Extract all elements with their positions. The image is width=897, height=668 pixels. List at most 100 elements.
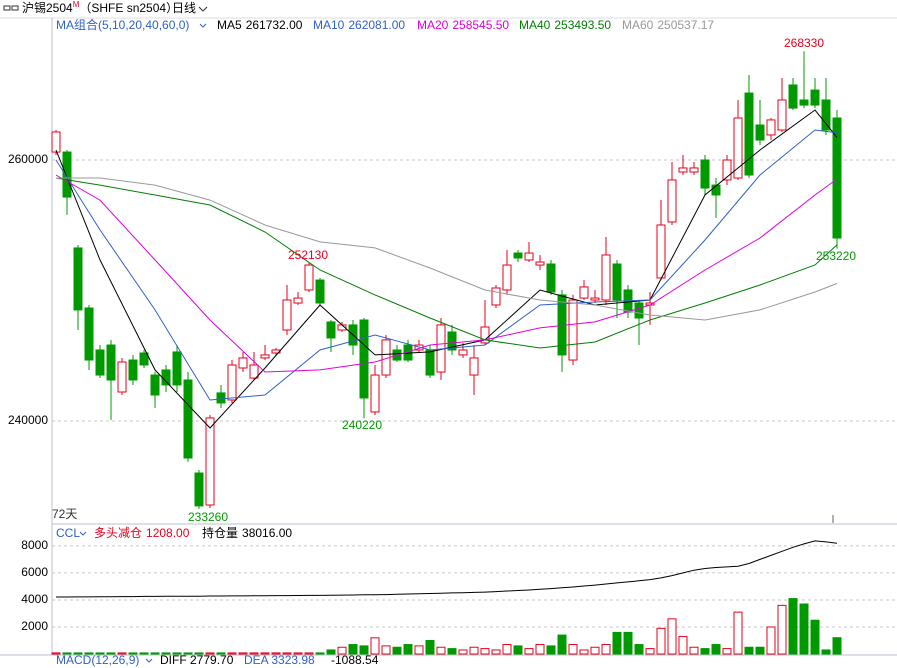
bar [315,652,325,655]
legend-name: MA60 [622,18,654,32]
candle-body [546,263,556,293]
candle-body [799,99,809,106]
bar [249,652,259,655]
candle-body [128,359,138,381]
candle-body [370,374,380,413]
candle-body [491,287,501,306]
header[interactable]: 沪锡2504M（SHFE sn2504） [22,0,178,15]
bar [381,645,391,655]
bar [634,644,644,655]
high-label: 268330 [784,36,824,50]
candle-body [205,417,215,506]
bar [227,652,237,655]
candle-body [106,344,116,381]
candle-body [139,352,149,366]
bar [348,644,358,655]
bar [161,652,171,655]
dropdown-caret[interactable] [79,531,87,536]
bar [601,644,611,655]
candle-body [524,252,534,261]
dropdown-caret[interactable] [198,6,208,12]
candle-body [227,364,237,401]
bar [436,646,446,655]
bar [84,652,94,655]
indicator-label[interactable]: MACD(12,26,9) [56,653,139,667]
candle-body [766,119,776,136]
bar [799,603,809,655]
y-tick-label: 4000 [21,592,48,606]
candle-body [95,349,105,376]
bar [425,639,435,655]
dropdown-caret[interactable] [145,658,153,663]
bar [51,652,61,655]
legend: 多头减仓 1208.00 持仓量 38016.00 [94,525,292,540]
legend-name: MA5 [217,18,242,32]
indicator-label[interactable]: MA组合(5,10,20,40,60,0) [56,17,189,32]
exchange: （SHFE sn2504） [79,1,178,15]
bar [557,634,567,655]
legend-name: MA20 [417,18,449,32]
candle-body [832,117,842,239]
candle-body [249,364,259,379]
dea-label: DEA 3323.98 [244,653,315,667]
bar [282,652,292,655]
candle-body [667,179,677,223]
candle-body [84,307,94,361]
bar [139,652,149,655]
candle-body [359,319,369,399]
legend-entry: MA5 261732.00 [217,18,303,32]
bar [403,644,413,655]
icon-part [11,5,19,11]
y-tick-label: 2000 [21,619,48,633]
candle-body [183,379,193,459]
bar [579,649,589,655]
bar [205,652,215,655]
legend-entry: 持仓量 38016.00 [202,525,292,540]
candle-body [513,252,523,259]
bar [788,598,798,655]
low-label: 240220 [342,418,382,432]
bar [623,631,633,655]
macd-label: -1088.54 [331,653,379,667]
legend-value: 258545.50 [452,18,509,32]
candle-body [634,302,644,319]
legend-name: 多头减仓 [94,526,142,540]
bar [293,652,303,655]
ma-line [56,177,838,321]
candle-body [601,254,611,301]
bar [777,604,787,655]
indicator-label[interactable]: CCL [56,526,80,540]
candle-body [62,151,72,198]
candle-body [579,286,589,299]
bar [535,644,545,655]
candle-body [788,84,798,109]
candle-body [810,89,820,106]
bar [821,649,831,655]
candle-body [689,167,699,173]
badge: M [73,0,80,9]
bar [326,649,336,655]
legend-name: 持仓量 [202,525,238,540]
bar [304,652,314,655]
bar [271,652,281,655]
legend-entry: 多头减仓 1208.00 [94,526,190,540]
candle-body [678,167,688,173]
candle-body [711,184,721,196]
bar [766,626,776,655]
bar [447,648,457,655]
bar [678,635,688,655]
line [56,540,838,598]
candle-body [216,392,226,404]
bar [95,652,105,655]
dropdown-caret[interactable] [199,23,207,28]
bar [260,652,270,655]
bar [480,648,490,655]
y-tick-label: 6000 [21,565,48,579]
low-label: 233260 [188,510,228,524]
candle-body [777,99,787,131]
bar [689,646,699,655]
bar [117,652,127,655]
bar [568,644,578,655]
period[interactable]: 日线 [172,1,196,15]
